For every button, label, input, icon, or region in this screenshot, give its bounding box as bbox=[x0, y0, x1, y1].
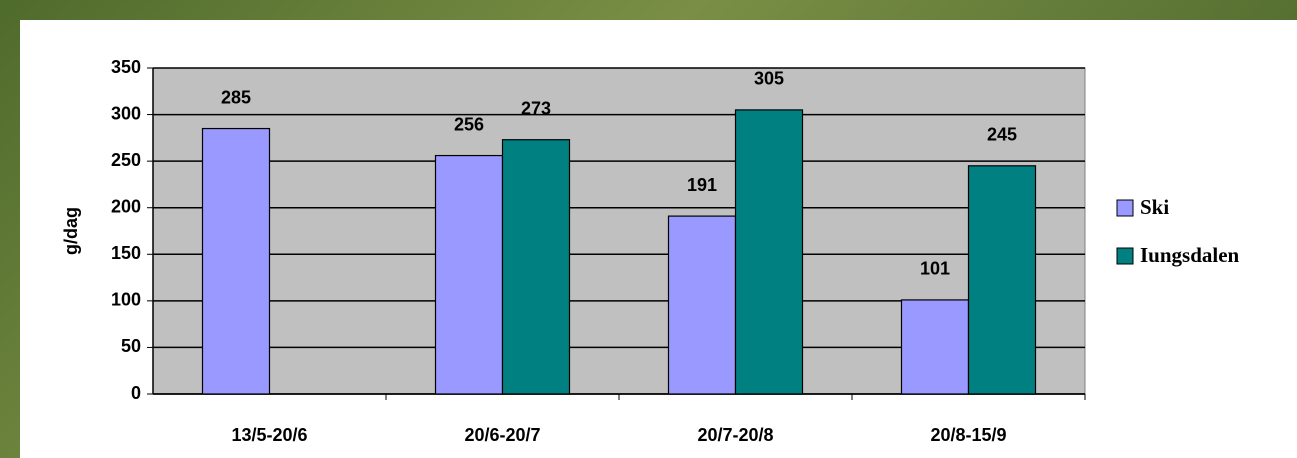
y-tick-label: 250 bbox=[111, 150, 141, 170]
legend-label: Ski bbox=[1140, 195, 1169, 219]
x-tick-label: 20/7-20/8 bbox=[697, 425, 773, 445]
data-label: 191 bbox=[687, 175, 717, 195]
bar bbox=[967, 165, 1037, 395]
bar bbox=[201, 127, 271, 395]
y-axis-label: g/dag bbox=[61, 207, 81, 255]
data-label: 101 bbox=[920, 259, 950, 279]
y-tick-label: 50 bbox=[121, 336, 141, 356]
legend-swatch bbox=[1116, 199, 1134, 217]
bar bbox=[667, 215, 737, 395]
data-label: 285 bbox=[221, 87, 251, 107]
legend-label: Iungsdalen bbox=[1140, 243, 1240, 267]
bar bbox=[734, 109, 804, 395]
data-label: 256 bbox=[454, 114, 484, 134]
x-tick-label: 13/5-20/6 bbox=[231, 425, 307, 445]
data-label: 305 bbox=[754, 69, 784, 89]
data-label: 273 bbox=[521, 98, 551, 118]
x-tick-label: 20/6-20/7 bbox=[464, 425, 540, 445]
x-tick-label: 20/8-15/9 bbox=[930, 425, 1006, 445]
y-tick-label: 100 bbox=[111, 290, 141, 310]
y-tick-label: 0 bbox=[131, 383, 141, 403]
legend-swatch bbox=[1116, 247, 1134, 265]
y-tick-label: 150 bbox=[111, 243, 141, 263]
y-tick-label: 200 bbox=[111, 196, 141, 216]
bar bbox=[501, 139, 571, 395]
bar bbox=[434, 154, 504, 395]
y-tick-label: 350 bbox=[111, 57, 141, 77]
data-label: 245 bbox=[987, 125, 1017, 145]
y-tick-label: 300 bbox=[111, 103, 141, 123]
bar bbox=[900, 299, 970, 395]
